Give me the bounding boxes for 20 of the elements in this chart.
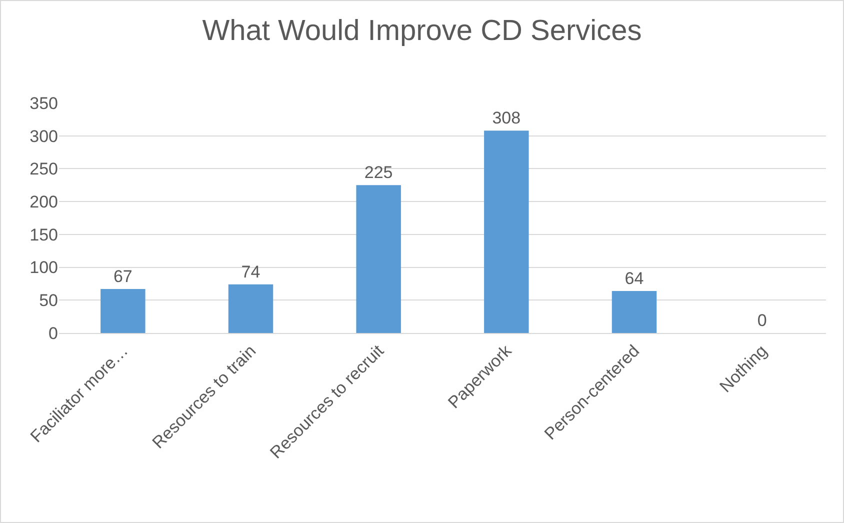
data-label: 308 xyxy=(492,108,521,128)
bar xyxy=(612,290,657,333)
y-tick-label: 0 xyxy=(48,324,58,343)
data-label: 64 xyxy=(624,268,644,288)
data-label: 67 xyxy=(113,266,132,286)
data-label: 74 xyxy=(241,262,260,282)
y-tick-label: 50 xyxy=(39,291,58,310)
y-tick-label: 200 xyxy=(30,192,58,212)
data-label: 225 xyxy=(364,163,393,182)
bar xyxy=(228,284,274,333)
y-tick-label: 100 xyxy=(30,258,58,278)
bar xyxy=(100,288,146,333)
y-tick-label: 300 xyxy=(30,126,58,146)
chart-title: What Would Improve CD Services xyxy=(202,14,642,47)
bar xyxy=(484,130,529,333)
y-tick-label: 150 xyxy=(30,225,58,244)
y-tick-label: 250 xyxy=(30,160,58,179)
data-label: 0 xyxy=(757,311,767,330)
y-tick-label: 350 xyxy=(30,94,58,113)
bar xyxy=(356,185,401,333)
